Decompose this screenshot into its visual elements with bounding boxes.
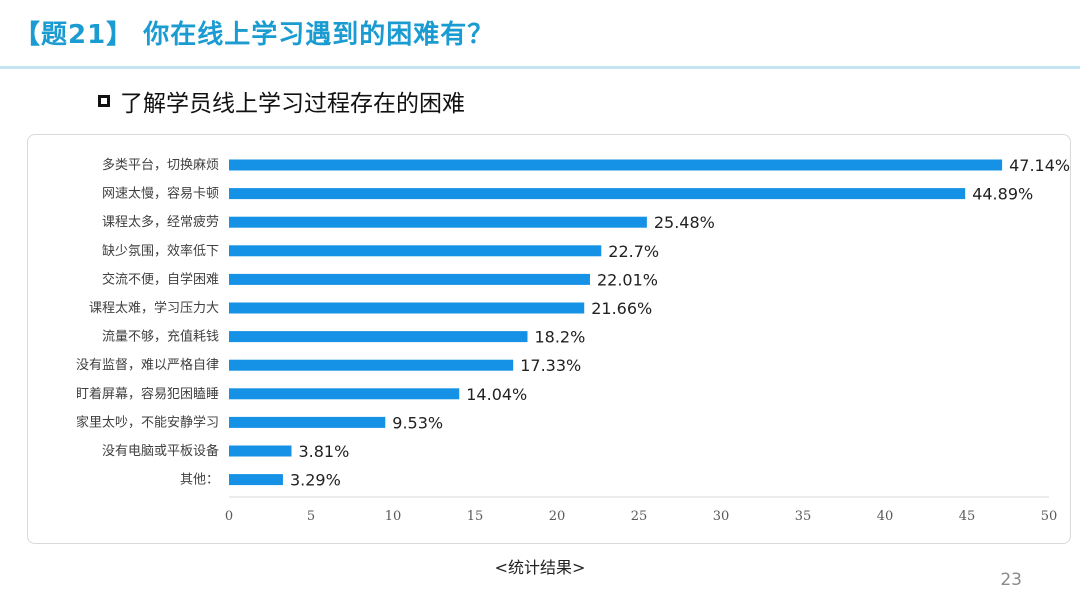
x-tick-label: 20: [549, 509, 566, 524]
category-label: 多类平台，切换麻烦: [102, 157, 219, 173]
category-label: 没有监督，难以严格自律: [76, 357, 219, 373]
category-label: 没有电脑或平板设备: [102, 443, 219, 459]
chart-caption: <统计结果>: [494, 558, 586, 577]
bar-value-label: 18.2%: [534, 328, 585, 347]
x-tick-label: 35: [795, 509, 812, 524]
slide-title: 【题21】 你在线上学习遇到的困难有？: [14, 20, 495, 50]
bar: [229, 388, 460, 400]
x-tick-label: 25: [631, 509, 648, 524]
category-label: 缺少氛围，效率低下: [102, 243, 219, 259]
x-tick-label: 30: [713, 509, 730, 524]
x-tick-label: 0: [225, 509, 233, 524]
bar: [229, 216, 647, 228]
category-label: 流量不够，充值耗钱: [102, 329, 219, 345]
bar-value-label: 21.66%: [591, 299, 652, 318]
category-label: 课程太难，学习压力大: [89, 300, 219, 316]
bar-value-label: 9.53%: [392, 413, 443, 432]
bar: [229, 302, 585, 314]
chart-frame: 0 5 10 15 20 25 30 35 40 45 50 多类平台，切换麻烦 47.14% 网速太慢，…: [27, 134, 1071, 544]
bar: [229, 159, 1003, 171]
category-label: 其他：: [180, 473, 219, 488]
bar: [229, 359, 514, 371]
bar-value-label: 22.7%: [608, 242, 659, 261]
bar-value-label: 44.89%: [972, 185, 1033, 204]
category-label: 盯着屏幕，容易犯困瞌睡: [76, 386, 219, 402]
x-tick-label: 5: [307, 509, 315, 524]
square-bullet-icon: [98, 95, 110, 107]
bar-value-label: 17.33%: [520, 356, 581, 375]
section-heading-text: 了解学员线上学习过程存在的困难: [120, 91, 465, 117]
bar-value-label: 3.29%: [290, 471, 341, 490]
bar: [229, 474, 283, 486]
category-label: 课程太多，经常疲劳: [102, 214, 219, 230]
bar: [229, 245, 602, 257]
x-tick-label: 50: [1041, 509, 1058, 524]
page-number: 23: [1000, 570, 1022, 590]
category-label: 家里太吵，不能安静学习: [76, 414, 219, 430]
x-tick-label: 15: [467, 509, 484, 524]
x-tick-label: 10: [385, 509, 402, 524]
category-label: 网速太慢，容易卡顿: [102, 186, 219, 202]
title-divider: [0, 66, 1080, 69]
bar-value-label: 14.04%: [466, 385, 527, 404]
bar: [229, 331, 528, 343]
x-tick-label: 40: [877, 509, 894, 524]
bar-value-label: 22.01%: [597, 270, 658, 289]
section-heading: 了解学员线上学习过程存在的困难: [98, 84, 465, 118]
bar-value-label: 25.48%: [654, 213, 715, 232]
x-tick-label: 45: [959, 509, 976, 524]
bar-value-label: 47.14%: [1009, 156, 1070, 175]
bar-value-label: 3.81%: [298, 442, 349, 461]
bar-chart: 0 5 10 15 20 25 30 35 40 45 50 多类平台，切换麻烦 47.14% 网速太慢，…: [76, 156, 1070, 524]
bar: [229, 445, 292, 457]
bar: [229, 416, 386, 428]
bar: [229, 273, 590, 285]
bar: [229, 188, 966, 200]
category-label: 交流不便，自学困难: [102, 271, 219, 287]
